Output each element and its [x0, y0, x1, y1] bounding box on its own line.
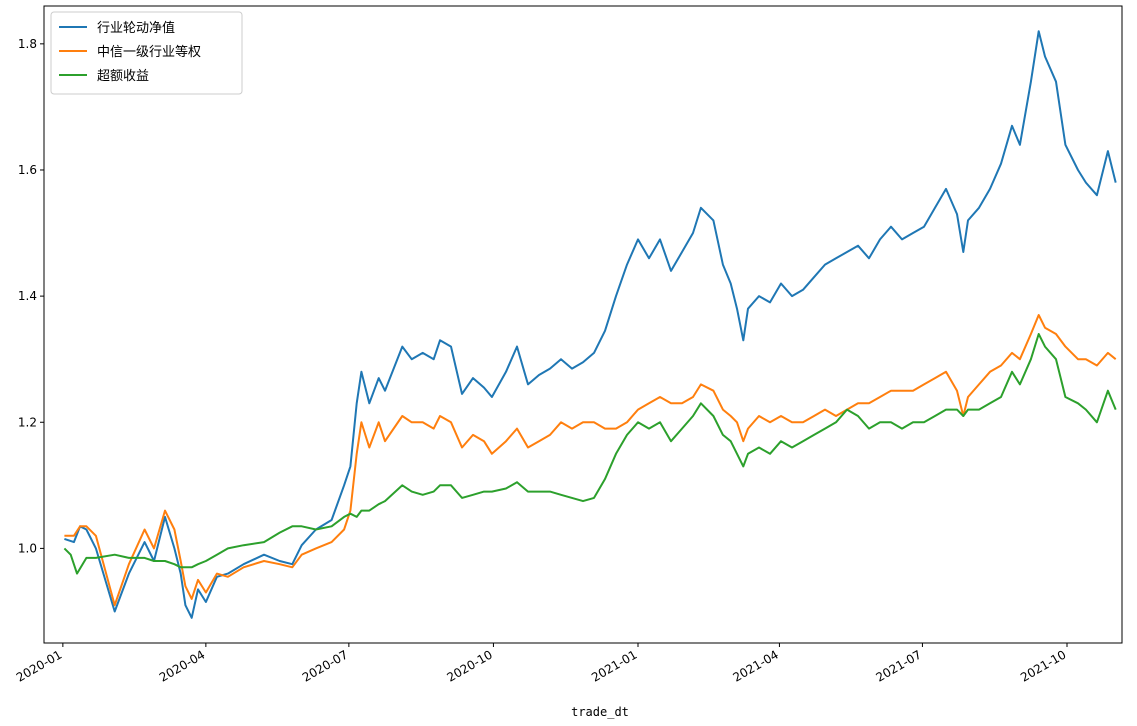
series-line-2 — [64, 314, 1117, 607]
series-layer — [63, 30, 1117, 619]
y-tick-label: 1.2 — [18, 415, 37, 429]
legend-label-2: 中信一级行业等权 — [97, 44, 201, 60]
y-axis: 1.0 1.2 1.4 1.6 1.8 — [18, 37, 44, 555]
legend-box — [50, 11, 243, 95]
legend-label-3: 超额收益 — [97, 69, 149, 84]
y-tick-label: 1.4 — [18, 289, 37, 303]
y-tick-label: 1.0 — [18, 541, 37, 555]
plot-frame — [43, 5, 1123, 644]
y-tick-label: 1.6 — [18, 163, 37, 177]
series-line-3 — [63, 333, 1117, 575]
y-tick-label: 1.8 — [18, 37, 37, 51]
x-axis-label: trade_dt — [571, 705, 629, 719]
series-line-1 — [64, 30, 1117, 619]
legend-label-1: 行业轮动净值 — [97, 20, 175, 36]
